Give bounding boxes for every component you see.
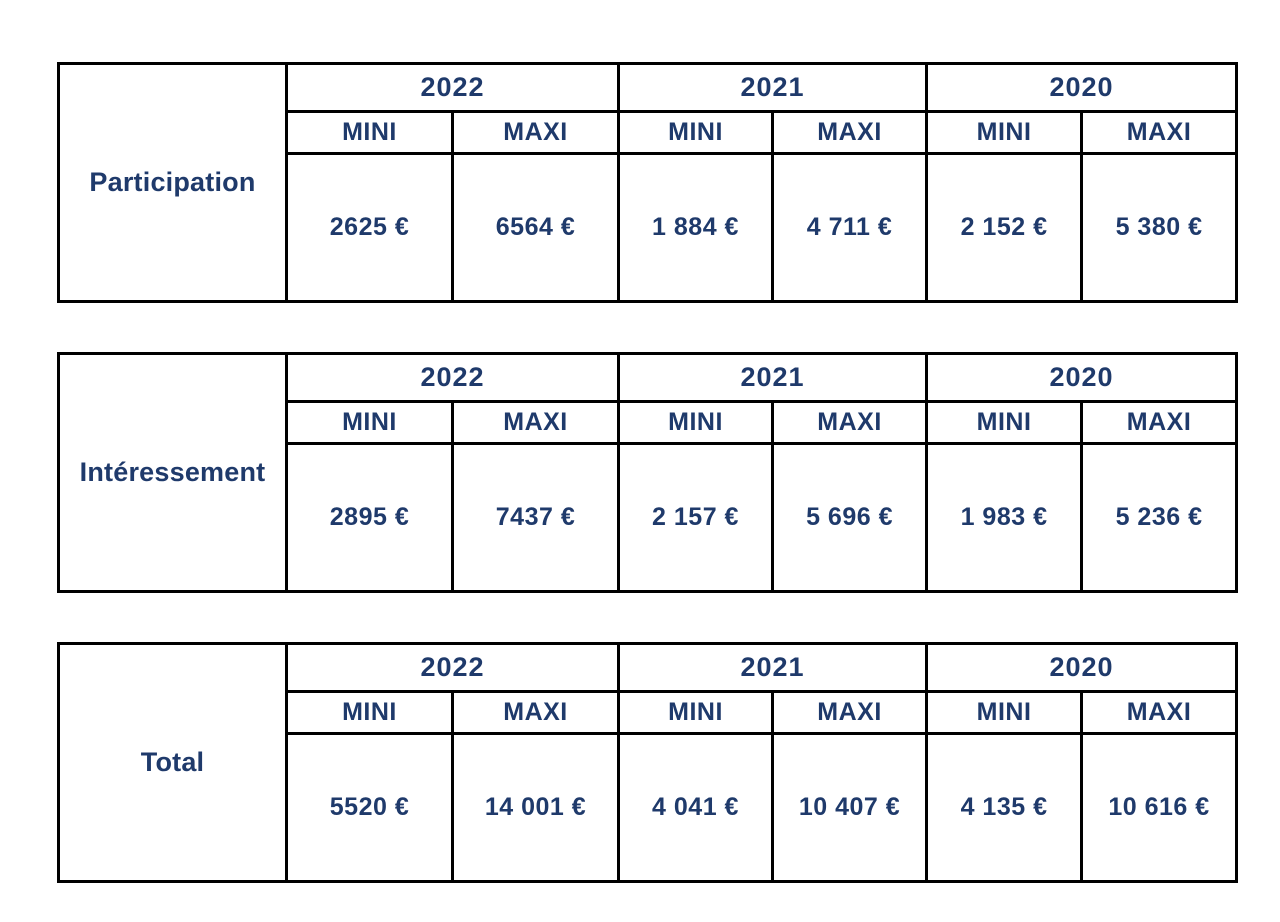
value-cell: 2 152 € bbox=[925, 152, 1084, 303]
maxi-header-2020: MAXI bbox=[1080, 400, 1239, 445]
value-cell: 5 236 € bbox=[1080, 442, 1239, 593]
mini-header-2020: MINI bbox=[925, 690, 1084, 735]
year-header-2020: 2020 bbox=[925, 352, 1239, 403]
value-cell: 1 983 € bbox=[925, 442, 1084, 593]
mini-header-2021: MINI bbox=[617, 690, 775, 735]
value-cell: 5 696 € bbox=[771, 442, 929, 593]
interessement-table: Intéressement 2022 2021 2020 MINI MAXI M… bbox=[57, 352, 1239, 593]
value-cell: 10 407 € bbox=[771, 732, 929, 883]
maxi-header-2021: MAXI bbox=[771, 400, 929, 445]
maxi-header-2020: MAXI bbox=[1080, 110, 1239, 155]
value-cell: 5 380 € bbox=[1080, 152, 1239, 303]
mini-header-2020: MINI bbox=[925, 400, 1084, 445]
participation-table: Participation 2022 2021 2020 MINI MAXI M… bbox=[57, 62, 1239, 303]
maxi-header-2021: MAXI bbox=[771, 110, 929, 155]
value-cell: 5520 € bbox=[285, 732, 454, 883]
maxi-header-2022: MAXI bbox=[450, 110, 621, 155]
maxi-header-2022: MAXI bbox=[450, 690, 621, 735]
maxi-header-2020: MAXI bbox=[1080, 690, 1239, 735]
value-cell: 4 041 € bbox=[617, 732, 775, 883]
value-cell: 6564 € bbox=[450, 152, 621, 303]
year-header-2022: 2022 bbox=[284, 62, 621, 113]
maxi-header-2021: MAXI bbox=[771, 690, 929, 735]
year-header-2022: 2022 bbox=[284, 642, 621, 693]
value-cell: 7437 € bbox=[450, 442, 621, 593]
value-cell: 2 157 € bbox=[617, 442, 775, 593]
mini-header-2021: MINI bbox=[617, 110, 775, 155]
row-label-participation: Participation bbox=[57, 62, 288, 303]
value-cell: 4 711 € bbox=[771, 152, 929, 303]
year-header-2021: 2021 bbox=[617, 642, 929, 693]
year-header-2021: 2021 bbox=[617, 62, 929, 113]
value-cell: 14 001 € bbox=[450, 732, 621, 883]
total-table: Total 2022 2021 2020 MINI MAXI MINI MAXI… bbox=[57, 642, 1239, 883]
value-cell: 4 135 € bbox=[925, 732, 1084, 883]
year-header-2021: 2021 bbox=[617, 352, 929, 403]
value-cell: 10 616 € bbox=[1080, 732, 1239, 883]
value-cell: 2625 € bbox=[285, 152, 454, 303]
mini-header-2021: MINI bbox=[617, 400, 775, 445]
mini-header-2022: MINI bbox=[285, 110, 454, 155]
year-header-2020: 2020 bbox=[925, 62, 1239, 113]
mini-header-2022: MINI bbox=[285, 690, 454, 735]
maxi-header-2022: MAXI bbox=[450, 400, 621, 445]
value-cell: 2895 € bbox=[285, 442, 454, 593]
mini-header-2022: MINI bbox=[285, 400, 454, 445]
row-label-interessement: Intéressement bbox=[57, 352, 288, 593]
value-cell: 1 884 € bbox=[617, 152, 775, 303]
mini-header-2020: MINI bbox=[925, 110, 1084, 155]
year-header-2020: 2020 bbox=[925, 642, 1239, 693]
row-label-total: Total bbox=[57, 642, 288, 883]
year-header-2022: 2022 bbox=[284, 352, 621, 403]
